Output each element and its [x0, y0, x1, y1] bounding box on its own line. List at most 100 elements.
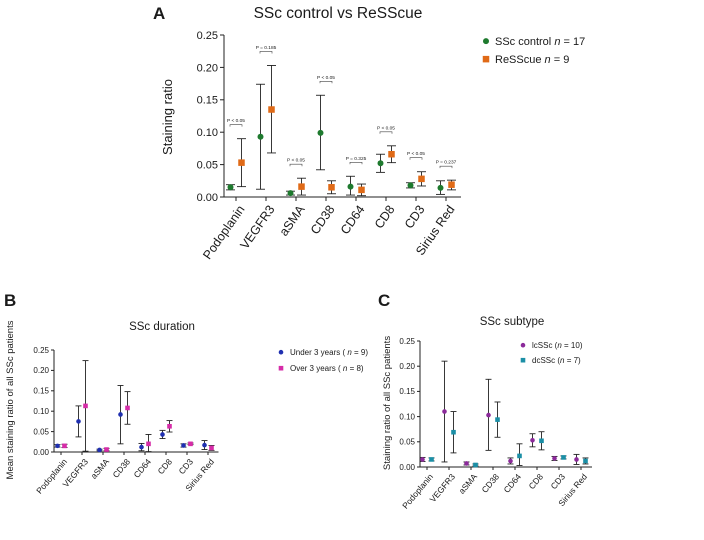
legend-name: SSc control — [495, 36, 554, 48]
panel-b-category-label: CD64 — [131, 456, 153, 479]
panel-a-point-ssc — [317, 129, 324, 136]
panel-b-y-tick-label: 0.10 — [33, 407, 49, 416]
panel-b-point-under — [97, 447, 102, 453]
panel-a-point-resscue — [358, 186, 365, 194]
panel-b-letter: B — [4, 291, 16, 310]
panel-c-y-tick-label: 0.10 — [399, 412, 415, 421]
panel-b-point-under — [118, 412, 123, 417]
panel-b-legend-marker — [278, 365, 284, 371]
panel-b-point-over — [188, 441, 193, 447]
panel-b-category-label: aSMA — [89, 456, 112, 480]
panel-b-point-over — [104, 447, 109, 452]
panel-a-significance-bracket — [229, 124, 243, 127]
panel-c-point-lcssc — [486, 412, 491, 418]
panel-a-point-resscue — [268, 106, 275, 113]
legend-n-value: = 17 — [560, 36, 585, 48]
panel-b-category-label: CD8 — [155, 456, 174, 476]
panel-c-point-dcssc — [451, 429, 456, 435]
panel-a-significance-label: P < 0.05 — [407, 151, 425, 157]
panel-c-y-tick-label: 0.25 — [399, 337, 415, 346]
legend-n: n — [557, 341, 562, 350]
panel-a-point-ssc — [377, 160, 384, 167]
panel-a-y-tick-label: 0.00 — [197, 192, 218, 204]
panel-c-point-lcssc — [508, 458, 513, 464]
panel-a-y-tick-label: 0.05 — [197, 159, 218, 171]
panel-c-y-tick-label: 0.05 — [399, 438, 415, 447]
panel-b-point-over — [146, 441, 151, 447]
panel-b-legend-label: Over 3 years ( n = 8) — [290, 364, 364, 373]
panel-b-point-over — [62, 443, 67, 449]
panel-b-legend-marker — [278, 349, 284, 355]
panel-c-point-lcssc — [464, 461, 469, 466]
panel-c-title: SSc subtype — [480, 316, 545, 328]
panel-c-point-dcssc — [429, 457, 434, 462]
panel-c-legend-marker — [520, 342, 526, 348]
panel-b-point-under — [139, 444, 144, 450]
panel-a-point-resscue — [388, 150, 395, 158]
panel-a-point-ssc — [407, 182, 414, 189]
panel-a-y-tick-label: 0.25 — [197, 30, 218, 42]
panel-a-legend-marker — [483, 38, 489, 45]
panel-a-significance-label: P = 0.325 — [346, 156, 367, 162]
panel-a-y-tick-label: 0.10 — [197, 127, 218, 139]
panel-c-y-tick-label: 0.00 — [399, 463, 415, 472]
panel-a-title: SSc control vs ReSScue — [254, 5, 423, 22]
panel-b-y-tick-label: 0.05 — [33, 427, 49, 436]
panel-a-significance-bracket — [259, 51, 273, 54]
legend-name: dcSSc ( — [532, 356, 560, 365]
panel-a-significance-bracket — [439, 165, 453, 169]
panel-a-ylabel: Staining ratio — [160, 79, 175, 155]
panel-b-y-tick-label: 0.15 — [33, 387, 49, 396]
legend-n-value: = 9 — [551, 54, 570, 66]
panel-b-point-over — [125, 405, 130, 411]
panel-b-point-under — [55, 443, 60, 449]
panel-a-point-ssc — [257, 133, 264, 140]
panel-b-point-under — [76, 419, 81, 424]
legend-n: n — [560, 356, 565, 365]
panel-a-significance-label: P = 0.185 — [256, 45, 277, 51]
panel-c-point-lcssc — [442, 409, 447, 414]
panel-c-letter: C — [378, 291, 390, 310]
legend-n: n — [554, 36, 560, 48]
panel-a-significance-bracket — [289, 163, 303, 167]
panel-a-category-label: CD38 — [308, 203, 338, 237]
panel-c-legend-label: dcSSc (n = 7) — [532, 356, 581, 365]
legend-name: Over 3 years ( — [290, 364, 343, 373]
panel-c-point-dcssc — [561, 455, 566, 460]
panel-a-category-label: CD3 — [402, 203, 428, 232]
legend-n-value: = 7) — [564, 356, 581, 365]
panel-a-significance-bracket — [379, 131, 393, 134]
panel-c-category-label: Podoplanin — [400, 471, 435, 510]
panel-a-point-ssc — [287, 190, 294, 197]
panel-a-y-tick-label: 0.20 — [197, 62, 218, 74]
panel-a-significance-bracket — [409, 157, 423, 160]
panel-a-point-resscue — [298, 183, 305, 190]
panel-b-title: SSc duration — [129, 321, 195, 333]
panel-a-point-ssc — [347, 183, 354, 190]
panel-b-category-label: Podoplanin — [34, 456, 69, 495]
panel-a-significance-label: P < 0.05 — [227, 118, 245, 124]
panel-b-point-under — [202, 442, 207, 448]
panel-a-significance-label: P < 0.05 — [377, 125, 395, 131]
panel-a-point-ssc — [437, 184, 444, 191]
panel-b-category-label: CD38 — [110, 456, 132, 479]
panel-c-category-label: CD3 — [548, 471, 567, 491]
panel-b-point-under — [160, 432, 165, 437]
legend-n: n — [347, 348, 352, 357]
panel-c-legend-marker — [520, 357, 526, 363]
panel-c-point-dcssc — [517, 453, 522, 459]
legend-n-value: = 10) — [562, 341, 583, 350]
panel-a-significance-bracket — [319, 80, 333, 84]
panel-c-point-dcssc — [473, 462, 478, 468]
legend-n: n — [343, 364, 348, 373]
panel-c-category-label: CD64 — [501, 471, 523, 494]
panel-a-category-label: Podoplanin — [200, 203, 247, 262]
legend-name: Under 3 years ( — [290, 348, 347, 357]
panel-a-significance-bracket — [349, 161, 363, 165]
panel-c-category-label: CD8 — [526, 471, 545, 491]
panel-c-point-dcssc — [539, 438, 544, 444]
panel-c-category-label: aSMA — [457, 471, 480, 495]
panel-a-category-label: aSMA — [277, 202, 308, 238]
panel-b-ylabel: Mean staining ratio of all SSc patients — [5, 320, 16, 479]
